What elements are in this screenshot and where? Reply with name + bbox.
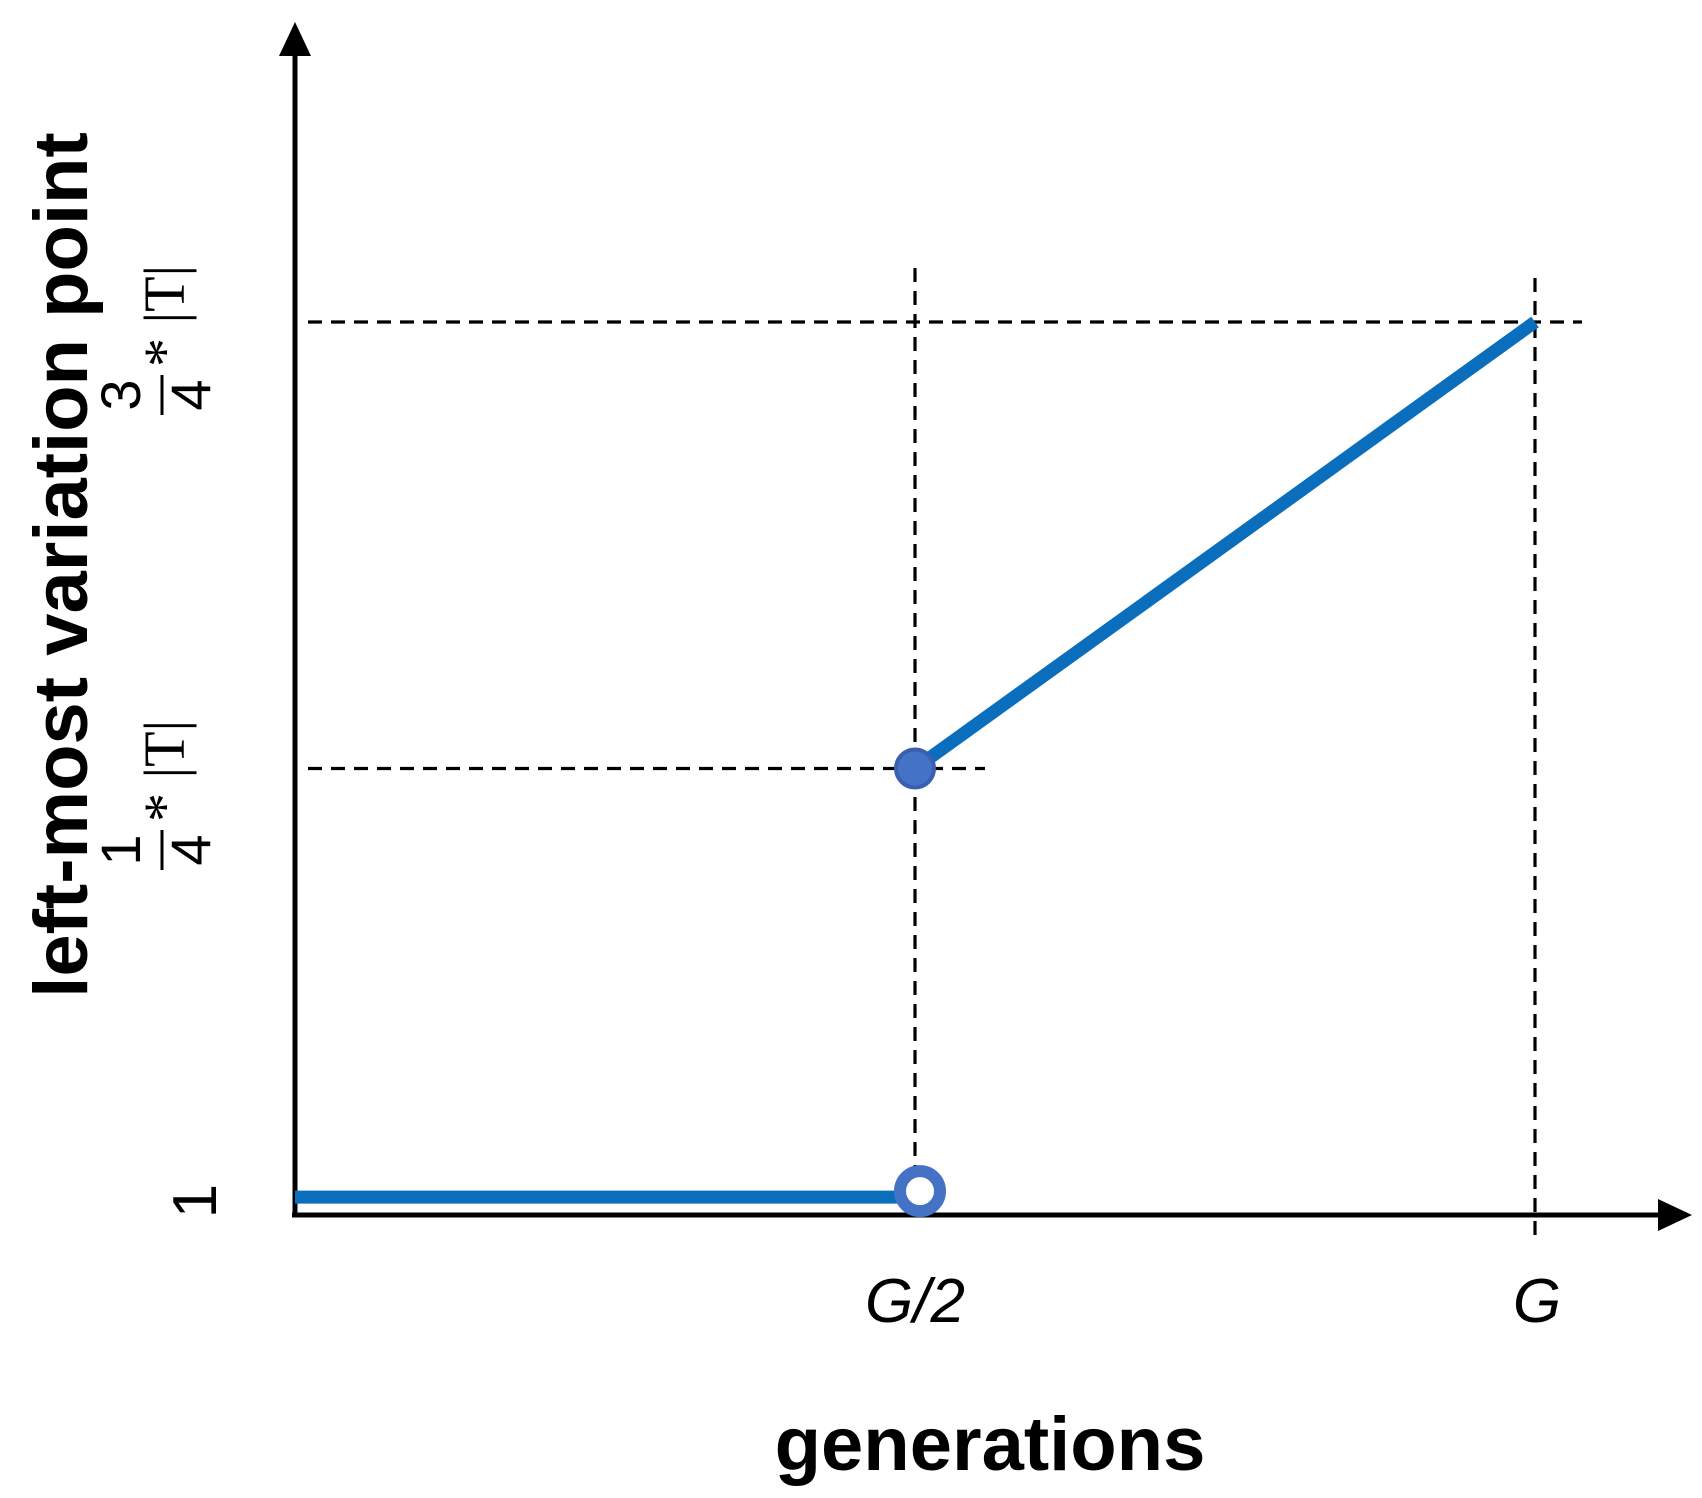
x-axis-title: generations (775, 1402, 1206, 1487)
y-tick-labels: 1 1 4 * |T| 3 4 * |T| (89, 265, 230, 1219)
reference-lines (308, 268, 1582, 1238)
series-segment-2 (911, 316, 1539, 774)
y-tick-label-one: 1 (161, 1184, 230, 1218)
x-tick-label-g: G (1513, 1267, 1561, 1336)
markers-group (894, 747, 946, 1218)
y-axis-arrow (279, 22, 311, 56)
y-tick-label-quarter-numerator: 1 (89, 834, 152, 865)
y-tick-label-three-quarters-suffix: * |T| (132, 265, 197, 367)
y-tick-label-three-quarters: 3 4 * |T| (89, 265, 222, 415)
x-tick-label-g-half: G/2 (865, 1267, 965, 1336)
y-tick-label-quarter: 1 4 * |T| (89, 720, 222, 870)
x-axis-arrow (1658, 1199, 1692, 1231)
axes (279, 22, 1692, 1231)
y-axis-title: left-most variation point (19, 132, 104, 998)
x-tick-labels: G/2 G (865, 1267, 1561, 1336)
series-group (295, 316, 1539, 1204)
y-tick-label-quarter-denominator: 4 (159, 834, 222, 865)
y-tick-label-quarter-suffix: * |T| (132, 720, 197, 822)
filled-marker (894, 747, 936, 790)
y-tick-label-three-quarters-numerator: 3 (89, 379, 152, 410)
open-marker (894, 1165, 946, 1218)
y-tick-label-three-quarters-denominator: 4 (159, 379, 222, 410)
